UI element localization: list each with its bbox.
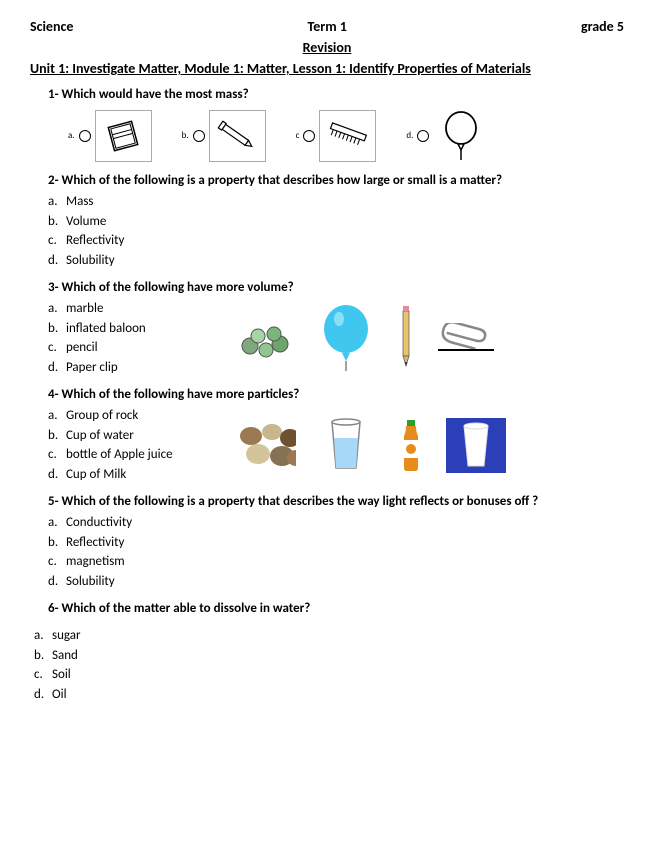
q4-images bbox=[236, 418, 506, 473]
juice-bottle-icon bbox=[396, 418, 426, 473]
radio-circle-icon bbox=[193, 130, 205, 142]
q4-opt-b[interactable]: b.Cup of water bbox=[48, 426, 218, 446]
q6-prompt: Which of the matter able to dissolve in … bbox=[62, 601, 311, 616]
q1-text: 1- Which would have the most mass? bbox=[48, 87, 624, 102]
question-3: 3- Which of the following have more volu… bbox=[48, 280, 624, 377]
q3-opt-a[interactable]: a.marble bbox=[48, 299, 218, 319]
q2-opt-a[interactable]: a.Mass bbox=[48, 192, 624, 212]
q1-label-b: b. bbox=[182, 130, 189, 141]
q1-opt-b[interactable]: b. bbox=[182, 110, 266, 162]
q6-opt-c[interactable]: c.Soil bbox=[34, 665, 624, 685]
pencil-vertical-icon bbox=[396, 311, 416, 366]
question-1: 1- Which would have the most mass? a. b.… bbox=[48, 87, 624, 163]
q1-opt-a[interactable]: a. bbox=[68, 110, 152, 162]
q1-opt-c[interactable]: c bbox=[296, 110, 377, 162]
unit-line: Unit 1: Investigate Matter, Module 1: Ma… bbox=[30, 60, 624, 77]
book-icon bbox=[95, 110, 152, 162]
rocks-icon bbox=[236, 418, 296, 473]
q4-opt-d[interactable]: d.Cup of Milk bbox=[48, 465, 218, 485]
q2-opt-c[interactable]: c.Reflectivity bbox=[48, 231, 624, 251]
question-6: 6- Which of the matter able to dissolve … bbox=[48, 601, 624, 616]
header-center: Term 1 bbox=[307, 18, 346, 35]
glass-water-icon bbox=[316, 418, 376, 473]
q6-opt-a[interactable]: a.sugar bbox=[34, 626, 624, 646]
q3-prompt: Which of the following have more volume? bbox=[62, 280, 294, 295]
pen-icon bbox=[209, 110, 266, 162]
q3-images bbox=[236, 311, 496, 366]
radio-circle-icon bbox=[417, 130, 429, 142]
question-4: 4- Which of the following have more part… bbox=[48, 387, 624, 484]
q3-text: 3- Which of the following have more volu… bbox=[48, 280, 624, 295]
q6-text: 6- Which of the matter able to dissolve … bbox=[48, 601, 624, 616]
q5-opt-b[interactable]: b.Reflectivity bbox=[48, 533, 624, 553]
balloon-blue-icon bbox=[316, 311, 376, 366]
q6-opt-b[interactable]: b.Sand bbox=[34, 646, 624, 666]
q5-num: 5- bbox=[48, 494, 59, 509]
question-2: 2- Which of the following is a property … bbox=[48, 173, 624, 270]
q2-text: 2- Which of the following is a property … bbox=[48, 173, 624, 188]
q4-num: 4- bbox=[48, 387, 59, 402]
q6-opt-d[interactable]: d.Oil bbox=[34, 685, 624, 705]
q4-text: 4- Which of the following have more part… bbox=[48, 387, 624, 402]
q3-num: 3- bbox=[48, 280, 59, 295]
q2-opt-b[interactable]: b.Volume bbox=[48, 212, 624, 232]
q5-opt-d[interactable]: d.Solubility bbox=[48, 572, 624, 592]
radio-circle-icon bbox=[79, 130, 91, 142]
q4-opt-c[interactable]: c.bottle of Apple juice bbox=[48, 445, 218, 465]
question-5: 5- Which of the following is a property … bbox=[48, 494, 624, 591]
q1-label-c: c bbox=[296, 130, 300, 141]
revision-title: Revision bbox=[30, 39, 624, 56]
q5-opt-c[interactable]: c.magnetism bbox=[48, 552, 624, 572]
q5-text: 5- Which of the following is a property … bbox=[48, 494, 624, 509]
header-left: Science bbox=[30, 18, 73, 35]
worksheet-page: Science Term 1 grade 5 Revision Unit 1: … bbox=[0, 0, 654, 724]
q2-opt-d[interactable]: d.Solubility bbox=[48, 251, 624, 271]
q4-opt-a[interactable]: a.Group of rock bbox=[48, 406, 218, 426]
q3-opt-c[interactable]: c.pencil bbox=[48, 338, 218, 358]
q5-opt-a[interactable]: a.Conductivity bbox=[48, 513, 624, 533]
q2-num: 2- bbox=[48, 173, 59, 188]
q2-prompt: Which of the following is a property tha… bbox=[62, 173, 503, 188]
q6-num: 6- bbox=[48, 601, 59, 616]
radio-circle-icon bbox=[303, 130, 315, 142]
q3-opt-d[interactable]: d.Paper clip bbox=[48, 358, 218, 378]
marbles-icon bbox=[236, 311, 296, 366]
header-right: grade 5 bbox=[581, 18, 624, 35]
q1-opt-d[interactable]: d. bbox=[406, 108, 488, 163]
q1-label-d: d. bbox=[406, 130, 413, 141]
milk-glass-icon bbox=[446, 418, 506, 473]
q1-num: 1- bbox=[48, 87, 59, 102]
q3-opt-b[interactable]: b.inflated baloon bbox=[48, 319, 218, 339]
q1-prompt: Which would have the most mass? bbox=[62, 87, 249, 102]
q5-prompt: Which of the following is a property tha… bbox=[62, 494, 539, 509]
page-header: Science Term 1 grade 5 bbox=[30, 18, 624, 35]
q1-label-a: a. bbox=[68, 130, 75, 141]
comb-icon bbox=[319, 110, 376, 162]
balloon-outline-icon bbox=[433, 108, 488, 163]
paperclip-icon bbox=[436, 311, 496, 366]
q4-prompt: Which of the following have more particl… bbox=[62, 387, 300, 402]
q1-image-options: a. b. c d. bbox=[68, 108, 624, 163]
